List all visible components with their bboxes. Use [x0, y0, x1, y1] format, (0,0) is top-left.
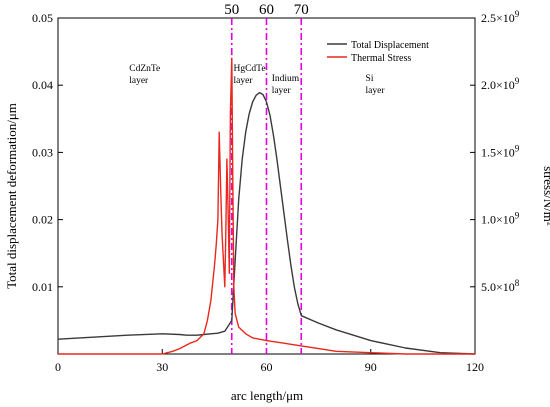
- legend-label: Total Displacement: [351, 40, 429, 51]
- y-left-tick-label: 0.03: [32, 145, 53, 159]
- y-right-tick-label: 2.0×109: [481, 76, 520, 92]
- series-lines: [57, 57, 476, 355]
- y-left-tick-label: 0.04: [32, 78, 53, 92]
- boundary-label: 50: [224, 2, 239, 18]
- layer-labels: CdZnTe layer HgCdTe layer Indium layer Si layer: [129, 64, 385, 96]
- y-right-tick-label: 1.5×109: [481, 143, 520, 159]
- x-axis: 0 30 60 90 120: [55, 349, 484, 374]
- y-right-tick-label: 2.5×109: [481, 9, 520, 25]
- y-left-tick-label: 0.05: [32, 11, 53, 25]
- layer-label: Indium: [272, 74, 300, 84]
- x-tick-label: 30: [156, 360, 168, 374]
- layer-label-sub: layer: [233, 76, 253, 86]
- x-tick-label: 0: [55, 360, 61, 374]
- y-left-tick-label: 0.02: [32, 213, 53, 227]
- y-left-tick-label: 0.01: [32, 280, 53, 294]
- boundary-label: 60: [259, 2, 274, 18]
- total-displacement-line: [57, 91, 476, 355]
- layer-boundaries: 50 60 70: [224, 2, 309, 354]
- layer-label: CdZnTe: [129, 64, 160, 74]
- layer-label-sub: layer: [272, 86, 292, 96]
- thermal-stress-line: [58, 57, 475, 355]
- layer-label-sub: layer: [129, 76, 149, 86]
- legend: Total Displacement Thermal Stress: [327, 40, 429, 64]
- layer-label: Si: [366, 74, 374, 84]
- boundary-label: 70: [294, 2, 309, 18]
- left-y-axis: 0.01 0.02 0.03 0.04 0.05: [32, 11, 63, 294]
- x-axis-label: arc length/μm: [231, 388, 303, 403]
- right-y-axis: 5.0×108 1.0×109 1.5×109 2.0×109 2.5×109: [470, 9, 520, 294]
- layer-label: HgCdTe: [233, 64, 265, 74]
- x-tick-label: 120: [466, 360, 484, 374]
- x-tick-label: 90: [365, 360, 377, 374]
- legend-label: Thermal Stress: [351, 53, 411, 64]
- y-right-tick-label: 5.0×108: [481, 278, 520, 294]
- right-y-axis-label: stress/N/m²: [541, 166, 550, 226]
- y-right-tick-label: 1.0×109: [481, 211, 520, 227]
- left-y-axis-label: Total displacement deformation/μm: [4, 103, 19, 289]
- x-tick-label: 60: [261, 360, 273, 374]
- layer-label-sub: layer: [366, 86, 386, 96]
